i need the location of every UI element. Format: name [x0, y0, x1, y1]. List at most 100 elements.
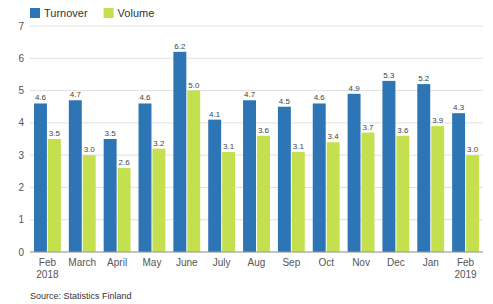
x-tick-label: Dec: [387, 257, 405, 268]
data-label: 3.9: [432, 116, 444, 125]
source-note: Source: Statistics Finland: [30, 291, 132, 301]
x-tick-line: March: [68, 257, 96, 268]
data-label: 3.0: [84, 145, 96, 154]
bar: [348, 94, 361, 252]
legend-label: Turnover: [44, 7, 88, 19]
bar: [382, 81, 395, 252]
x-tick-line: Nov: [352, 257, 370, 268]
x-tick-line: Aug: [248, 257, 266, 268]
y-tick-label: 4: [18, 117, 24, 128]
grid-line: [30, 155, 483, 156]
y-tick-label: 1: [18, 214, 24, 225]
bar: [452, 113, 465, 252]
grid-line: [30, 90, 483, 91]
x-tick-line: May: [143, 257, 162, 268]
data-label: 4.3: [453, 103, 465, 112]
legend: Turnover Volume: [30, 7, 154, 19]
bar: [396, 136, 409, 252]
data-label: 4.6: [314, 93, 326, 102]
data-label: 4.5: [279, 97, 291, 106]
data-label: 5.0: [188, 81, 200, 90]
y-tick-label: 7: [18, 21, 24, 32]
grid-line: [30, 26, 483, 27]
x-tick-label: Sep: [282, 257, 300, 268]
bar: [466, 155, 479, 252]
bar: [69, 100, 82, 252]
x-tick-line: 2019: [454, 269, 477, 280]
y-tick-label: 3: [18, 150, 24, 161]
y-tick-label: 0: [18, 247, 24, 258]
y-tick-label: 2: [18, 182, 24, 193]
x-tick-line: 2018: [36, 269, 59, 280]
grid-line: [30, 219, 483, 220]
data-label: 4.6: [35, 93, 47, 102]
x-tick-label: Aug: [248, 257, 266, 268]
bar: [139, 103, 152, 252]
x-tick-line: Feb: [39, 257, 57, 268]
data-label: 3.7: [362, 123, 374, 132]
x-tick-line: July: [213, 257, 231, 268]
data-label: 4.1: [209, 110, 221, 119]
bar: [187, 91, 200, 252]
data-label: 4.7: [244, 90, 256, 99]
x-tick-line: Oct: [318, 257, 334, 268]
x-tick-line: April: [107, 257, 127, 268]
data-label: 5.2: [418, 74, 430, 83]
data-label: 2.6: [119, 158, 131, 167]
bar: [362, 133, 375, 252]
legend-swatch: [104, 8, 114, 18]
bar: [313, 103, 326, 252]
bar: [327, 142, 340, 252]
x-tick-label: April: [107, 257, 127, 268]
data-label: 6.2: [174, 42, 186, 51]
data-label: 3.6: [258, 126, 270, 135]
data-label: 4.6: [139, 93, 151, 102]
data-label: 3.2: [153, 139, 165, 148]
bar: [118, 168, 131, 252]
data-label: 3.1: [293, 142, 305, 151]
bar: [152, 149, 165, 252]
bar: [104, 139, 117, 252]
bar: [34, 103, 47, 252]
bar: [417, 84, 430, 252]
x-tick-label: Feb2018: [36, 257, 59, 280]
data-label: 4.7: [70, 90, 82, 99]
x-tick-label: July: [213, 257, 231, 268]
x-tick-label: May: [143, 257, 162, 268]
bar: [243, 100, 256, 252]
bars: [34, 52, 479, 252]
data-label: 3.5: [49, 129, 61, 138]
x-tick-label: Oct: [318, 257, 334, 268]
data-label: 3.0: [467, 145, 479, 154]
grid-line: [30, 187, 483, 188]
y-tick-label: 5: [18, 85, 24, 96]
bar: [83, 155, 96, 252]
bar: [292, 152, 305, 252]
bar: [431, 126, 444, 252]
x-tick-line: June: [176, 257, 198, 268]
x-tick-label: March: [68, 257, 96, 268]
bar: [48, 139, 61, 252]
x-tick-line: Jan: [423, 257, 439, 268]
data-label: 3.4: [328, 132, 340, 141]
data-label: 3.1: [223, 142, 235, 151]
chart: 0 1 2 3 4 5 6 7 4.6 4.7 3.5 4.6 6.2 4.1 4.7 4.5 4.6 4.9 5.…: [0, 0, 493, 304]
x-tick-label: June: [176, 257, 198, 268]
y-tick-label: 6: [18, 53, 24, 64]
legend-swatch: [30, 8, 40, 18]
bar: [257, 136, 270, 252]
data-label: 4.9: [349, 84, 361, 93]
grid-line: [30, 252, 483, 253]
data-label: 3.6: [397, 126, 409, 135]
grid-line: [30, 58, 483, 59]
data-label: 5.3: [383, 71, 395, 80]
x-tick-label: Feb2019: [454, 257, 477, 280]
grid-line: [30, 122, 483, 123]
bar: [222, 152, 235, 252]
x-axis: [30, 252, 483, 253]
x-tick-line: Sep: [282, 257, 300, 268]
bar: [173, 52, 186, 252]
bar: [208, 120, 221, 252]
legend-label: Volume: [118, 7, 155, 19]
x-tick-label: Nov: [352, 257, 370, 268]
